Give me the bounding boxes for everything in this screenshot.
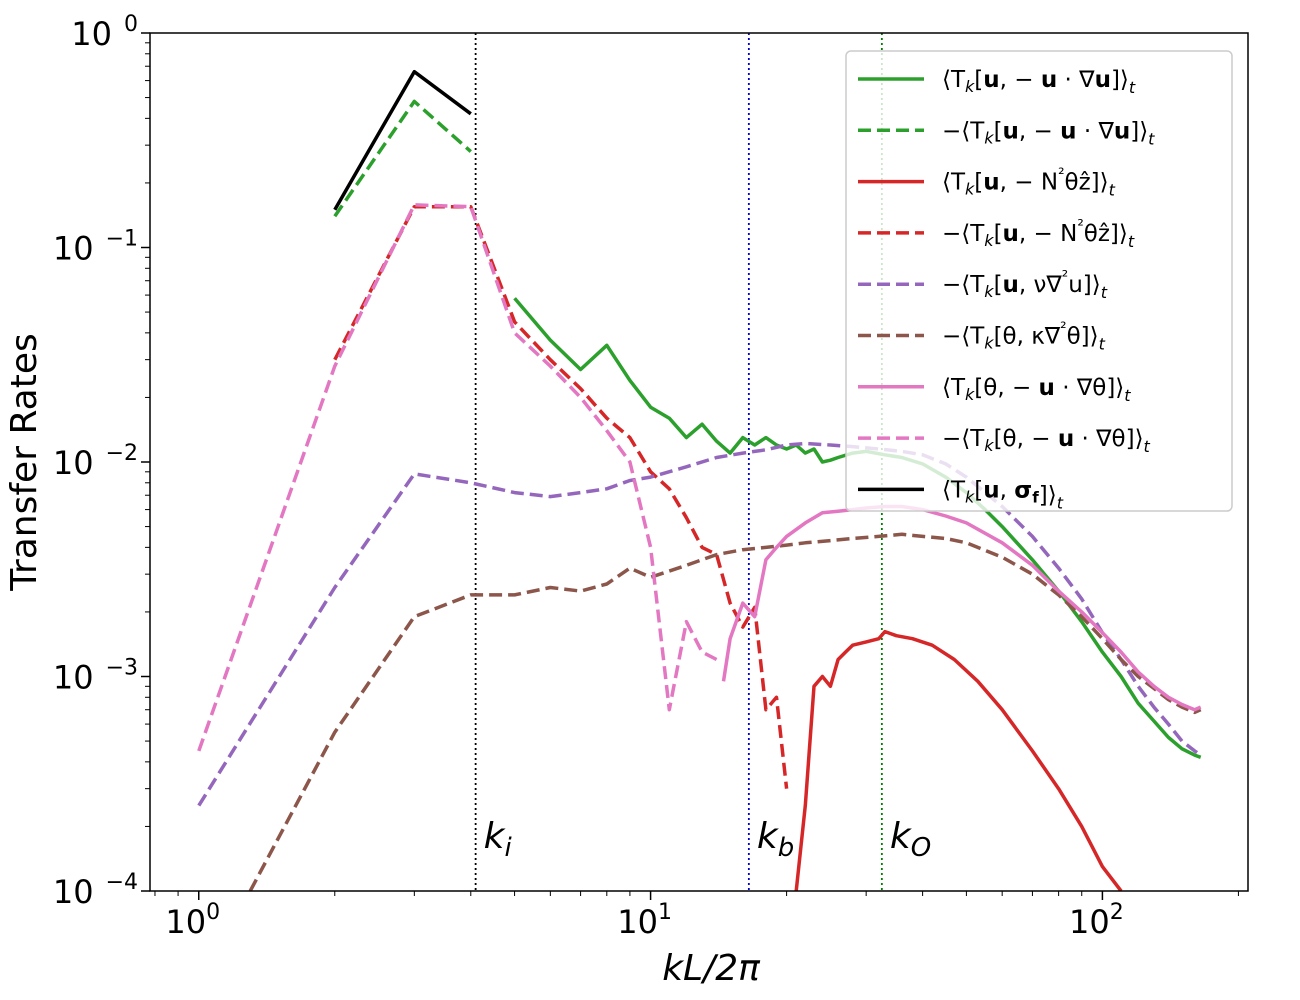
legend: ⟨Tk[u, − u · ∇u]⟩t −⟨Tk[u, − u · ∇u]⟩t ⟨Tk… — [845, 50, 1233, 512]
y-tick-label-1: 10 — [53, 659, 94, 697]
y-tick-exp-4: 0 — [124, 12, 138, 37]
legend-label-Tu_force_pos: ⟨Tk[u, σf]⟩t — [942, 477, 1064, 512]
series-Tu_adv_neg — [333, 99, 472, 218]
y-tick-exp-0: −4 — [106, 870, 138, 895]
y-tick-label-4: 10 — [71, 15, 112, 53]
series-Tu_buoy_pos — [794, 629, 1123, 891]
y-tick-exp-3: −1 — [106, 227, 138, 252]
vertical-markers: ki kb kO — [474, 33, 931, 891]
vline-label-k_i: ki — [484, 816, 513, 863]
legend-label-Tu_visc_neg: −⟨Tk[u, ν∇²u]⟩t — [942, 267, 1108, 302]
series-layer — [197, 69, 1202, 891]
x-axis-label: kL/2π — [662, 948, 761, 989]
legend-label-Ttheta_adv_neg: −⟨Tk[θ, − u · ∇θ]⟩t — [942, 426, 1151, 456]
series-Tu_force_pos — [333, 69, 472, 211]
legend-label-Tu_buoy_pos: ⟨Tk[u, − N²θẑ]⟩t — [942, 165, 1116, 200]
series-Ttheta_adv_neg — [197, 203, 718, 752]
series-Ttheta_diff_neg — [248, 532, 1202, 891]
legend-label-Ttheta_adv_pos: ⟨Tk[θ, − u · ∇θ]⟩t — [942, 375, 1131, 405]
y-tick-exp-2: −2 — [106, 441, 138, 466]
legend-label-Tu_buoy_neg: −⟨Tk[u, − N²θẑ]⟩t — [942, 216, 1135, 251]
x-tick-label-2: 102 — [1069, 900, 1124, 941]
series-Tu_adv_pos — [513, 297, 1202, 759]
y-tick-label-2: 10 — [53, 444, 94, 482]
y-tick-label-3: 10 — [53, 230, 94, 268]
y-tick-exp-1: −3 — [106, 656, 138, 681]
legend-label-Tu_adv_neg: −⟨Tk[u, − u · ∇u]⟩t — [942, 118, 1155, 148]
legend-box — [845, 50, 1233, 512]
y-axis-label: Transfer Rates — [4, 333, 45, 592]
legend-label-Ttheta_diff_neg: −⟨Tk[θ, κ∇²θ]⟩t — [942, 319, 1106, 354]
series-Tu_buoy_neg — [333, 204, 789, 789]
x-tick-label-0: 100 — [165, 900, 220, 941]
x-tick-label-1: 101 — [617, 900, 672, 941]
y-tick-label-0: 10 — [53, 873, 94, 911]
vline-label-k_O: kO — [890, 816, 931, 863]
legend-label-Tu_adv_pos: ⟨Tk[u, − u · ∇u]⟩t — [942, 67, 1136, 97]
vline-label-k_b: kb — [757, 816, 794, 863]
